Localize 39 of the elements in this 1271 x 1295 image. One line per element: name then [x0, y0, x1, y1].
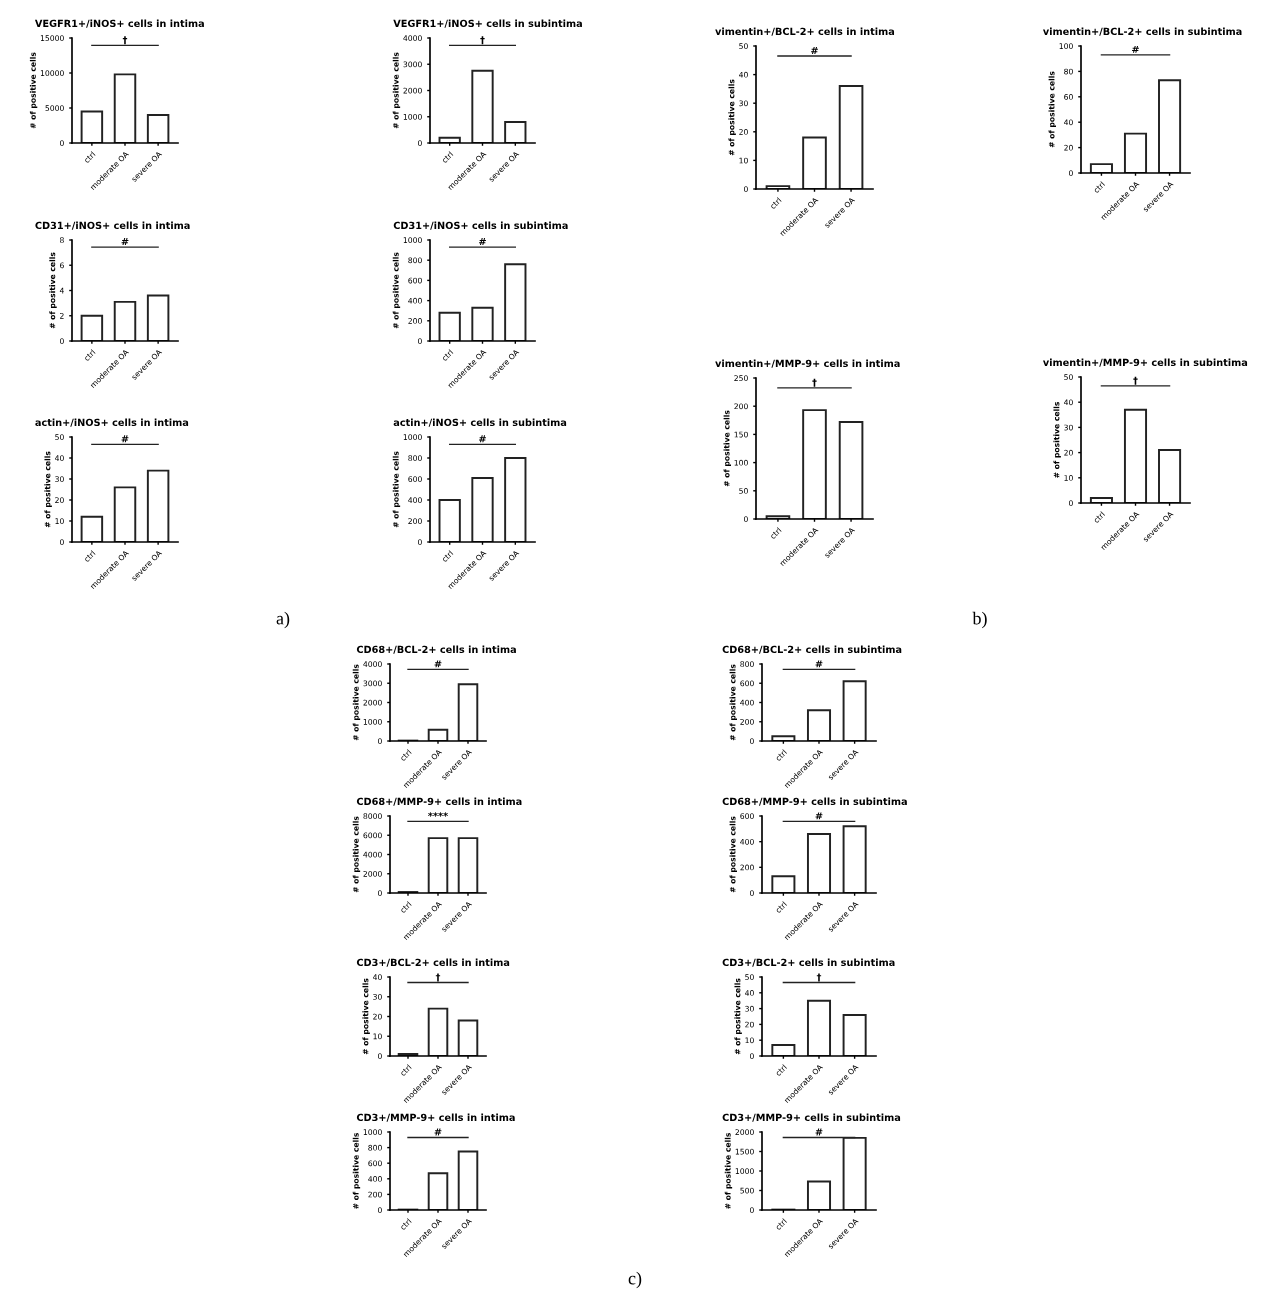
text: b) — [972, 611, 987, 629]
annotation: † — [1133, 376, 1138, 385]
chart-title: CD3+/BCL-2+ cells in intima — [356, 958, 510, 967]
annotation: † — [122, 36, 128, 45]
chart-title: vimentin+/MMP-9+ cells in intima — [715, 359, 900, 368]
annotation: † — [480, 36, 485, 45]
annotation: # — [1132, 45, 1139, 53]
chart-title: CD68+/BCL-2+ cells in subintima — [722, 645, 902, 654]
annotation: # — [815, 812, 823, 820]
annotation: # — [121, 238, 129, 246]
annotation: # — [121, 435, 129, 443]
chart-title: CD68+/BCL-2+ cells in intima — [356, 645, 516, 654]
annotation: # — [815, 1128, 823, 1136]
chart-title: VEGFR1+/iNOS+ cells in intima — [34, 19, 204, 28]
chart-title: CD31+/iNOS+ cells in intima — [35, 221, 190, 230]
annotation: # — [479, 435, 486, 443]
annotation: # — [479, 238, 486, 246]
chart-title: CD3+/MMP-9+ cells in subintima — [722, 1113, 901, 1122]
annotation: † — [435, 973, 441, 982]
annotation: **** — [428, 812, 448, 817]
chart-title: actin+/iNOS+ cells in subintima — [393, 418, 567, 427]
chart-title: vimentin+/MMP-9+ cells in subintima — [1043, 358, 1248, 367]
chart-title: vimentin+/BCL-2+ cells in intima — [715, 27, 895, 36]
text: c) — [628, 1271, 642, 1289]
annotation: # — [815, 660, 823, 668]
chart-title: CD3+/MMP-9+ cells in intima — [356, 1113, 515, 1122]
annotation: # — [434, 1128, 442, 1136]
chart-title: VEGFR1+/iNOS+ cells in subintima — [393, 19, 582, 28]
annotation: # — [811, 47, 818, 54]
chart-title: CD3+/BCL-2+ cells in subintima — [722, 958, 895, 967]
chart-title: vimentin+/BCL-2+ cells in subintima — [1043, 27, 1242, 36]
text: a) — [276, 611, 290, 629]
chart-title: actin+/iNOS+ cells in intima — [35, 418, 189, 427]
chart-title: CD68+/MMP-9+ cells in subintima — [722, 797, 907, 806]
annotation: † — [816, 973, 822, 982]
chart-title: CD68+/MMP-9+ cells in intima — [356, 797, 522, 806]
annotation: # — [434, 660, 442, 668]
annotation: † — [812, 378, 817, 387]
chart-title: CD31+/iNOS+ cells in subintima — [393, 221, 568, 230]
